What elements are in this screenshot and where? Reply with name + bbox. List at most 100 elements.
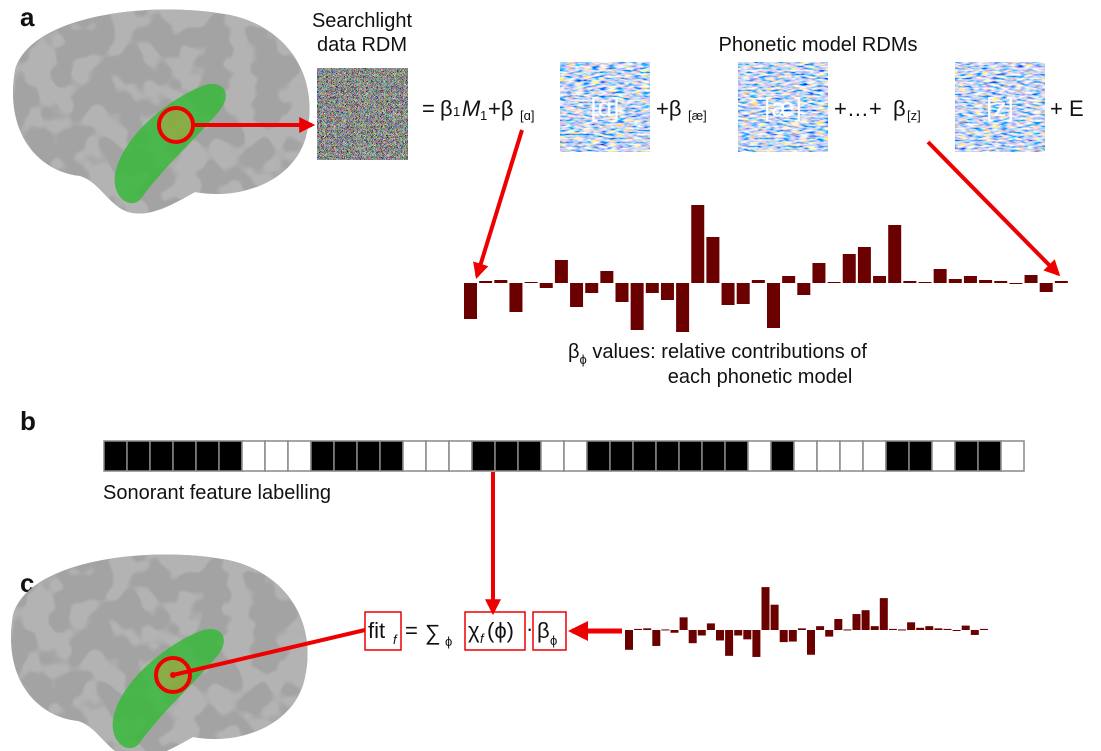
cell xyxy=(978,441,1001,471)
cell xyxy=(242,441,265,471)
cell xyxy=(886,441,909,471)
bar xyxy=(1055,281,1068,283)
bar xyxy=(971,630,979,635)
cell xyxy=(1001,441,1024,471)
cell xyxy=(794,441,817,471)
cell xyxy=(288,441,311,471)
eq: 1 xyxy=(453,104,460,119)
bar xyxy=(843,629,851,630)
cell xyxy=(587,441,610,471)
sonorant-strip xyxy=(104,441,1024,471)
bar xyxy=(661,283,674,300)
cell xyxy=(771,441,794,471)
bar xyxy=(734,630,742,636)
data-rdm xyxy=(317,68,408,160)
cell xyxy=(863,441,886,471)
cell xyxy=(196,441,219,471)
bar xyxy=(616,283,629,302)
bar xyxy=(873,276,886,283)
bar xyxy=(716,630,724,640)
bar xyxy=(540,283,553,288)
cell xyxy=(817,441,840,471)
eq: β xyxy=(440,96,453,121)
bar xyxy=(676,283,689,332)
bar xyxy=(691,205,704,283)
rdm-label: [z] xyxy=(986,92,1013,122)
bar xyxy=(767,283,780,328)
cell xyxy=(541,441,564,471)
bar xyxy=(631,283,644,330)
eq: = xyxy=(405,618,418,643)
cell xyxy=(932,441,955,471)
bar xyxy=(797,283,810,295)
bar xyxy=(903,281,916,283)
bar xyxy=(934,269,947,283)
cell xyxy=(702,441,725,471)
cell xyxy=(104,441,127,471)
eq: = xyxy=(422,96,435,121)
caption-part: values: relative contributions of xyxy=(587,341,868,363)
caption: each phonetic model xyxy=(668,366,853,388)
bar xyxy=(698,630,706,636)
cell xyxy=(334,441,357,471)
beta-chart-small xyxy=(625,587,988,657)
bar xyxy=(706,237,719,283)
cell xyxy=(909,441,932,471)
bar xyxy=(725,630,733,656)
rdm-label: [ɑ] xyxy=(591,92,620,122)
bar xyxy=(771,605,779,630)
cell xyxy=(955,441,978,471)
eq: [z] xyxy=(907,108,921,123)
bar xyxy=(680,617,688,630)
bar xyxy=(722,283,735,305)
bar xyxy=(858,247,871,283)
bar xyxy=(464,283,477,319)
bar xyxy=(1040,283,1053,292)
bar xyxy=(898,629,906,630)
bar xyxy=(980,629,988,630)
title: Searchlight xyxy=(312,10,413,32)
bar xyxy=(479,281,492,283)
eq: ϕ xyxy=(550,633,557,648)
bar xyxy=(916,628,924,630)
bar xyxy=(807,630,815,655)
cell xyxy=(173,441,196,471)
bar xyxy=(737,283,750,304)
cell xyxy=(472,441,495,471)
caption-part: β xyxy=(568,341,580,363)
equation: fit f = ∑ ϕ χ f (ϕ) · β ϕ xyxy=(368,616,557,649)
panel-label: b xyxy=(20,406,36,436)
bar xyxy=(888,225,901,283)
bar xyxy=(525,282,538,283)
arrow xyxy=(477,130,522,276)
eq: +β xyxy=(656,96,682,121)
cell xyxy=(311,441,334,471)
bar xyxy=(600,271,613,283)
eq: · xyxy=(526,616,533,641)
cell xyxy=(633,441,656,471)
caption: Sonorant feature labelling xyxy=(103,482,331,504)
eq: 1 xyxy=(480,108,487,123)
bar xyxy=(962,626,970,630)
eq: + E xyxy=(1050,96,1084,121)
bar xyxy=(625,630,633,650)
bar xyxy=(634,629,642,630)
eq: ϕ xyxy=(445,634,452,649)
bar xyxy=(643,628,651,630)
bar xyxy=(555,260,568,283)
eq: fit xyxy=(368,618,385,643)
eq: +…+ xyxy=(834,96,882,121)
bar xyxy=(798,628,806,630)
cell xyxy=(495,441,518,471)
bar xyxy=(762,587,770,630)
bar xyxy=(919,282,932,283)
bar xyxy=(646,283,659,293)
bar xyxy=(1009,283,1022,284)
bar xyxy=(843,254,856,283)
bar xyxy=(1025,275,1038,283)
bar xyxy=(743,630,751,639)
figure: a Searchlight data RDM Phonetic model RD… xyxy=(0,0,1101,751)
caption: βϕ values: relative contributions of xyxy=(568,341,867,367)
bar xyxy=(509,283,522,312)
bar xyxy=(752,280,765,283)
